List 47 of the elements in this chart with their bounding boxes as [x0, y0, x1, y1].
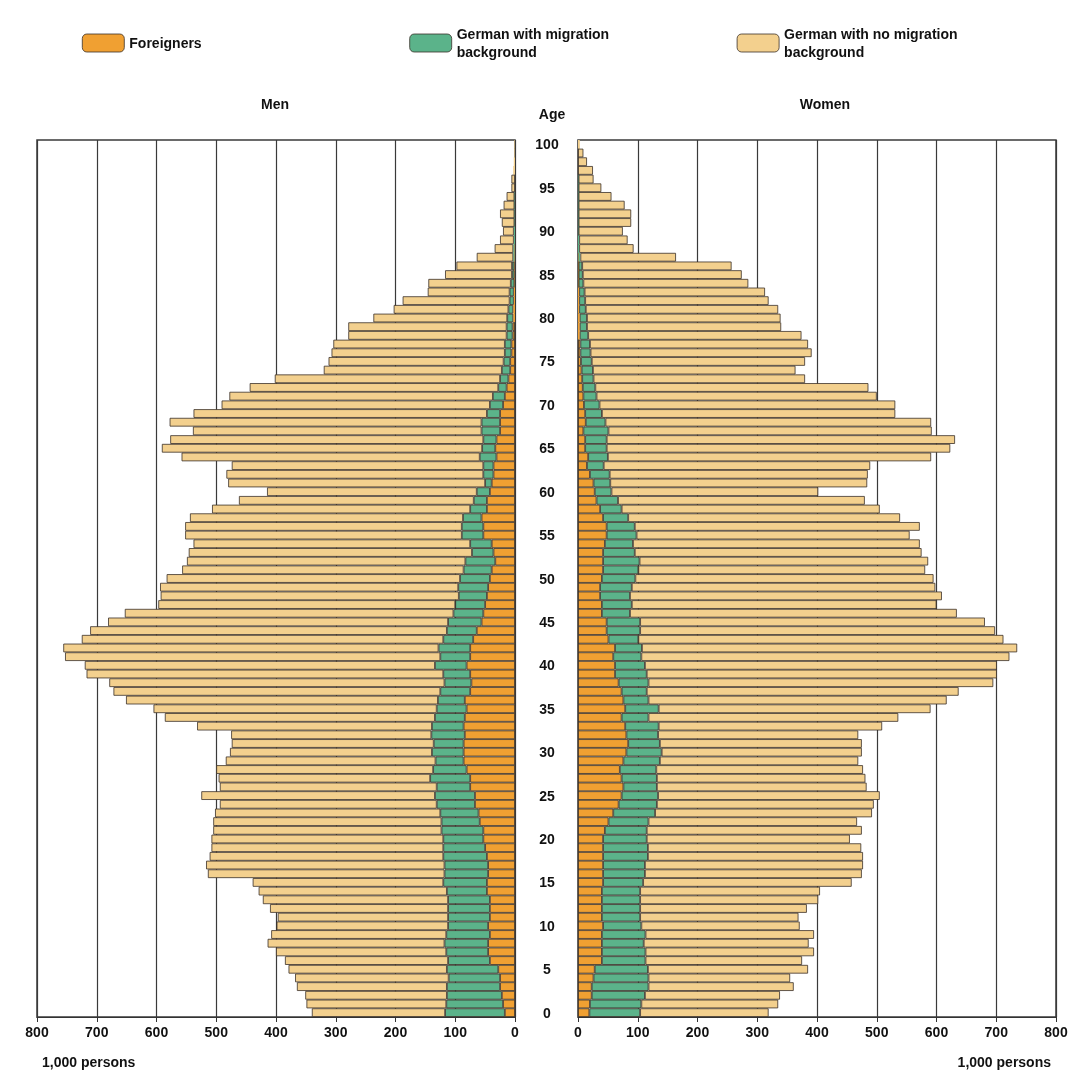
- y-tick-label: 30: [539, 744, 555, 761]
- x-axis-title: 1,000 persons: [957, 1054, 1052, 1070]
- x-tick-label: 600: [144, 1024, 169, 1040]
- y-tick-label: 25: [539, 787, 555, 804]
- y-tick-label: 90: [539, 223, 555, 240]
- x-tick-label: 400: [805, 1024, 829, 1040]
- y-tick-label: 40: [539, 657, 555, 674]
- x-tick-label: 200: [383, 1024, 408, 1040]
- x-tick-label: 500: [865, 1024, 889, 1040]
- y-tick-label: 50: [539, 570, 555, 587]
- x-tick-label: 0: [511, 1024, 520, 1040]
- y-tick-label: 15: [539, 874, 555, 891]
- y-tick-label: 55: [539, 527, 555, 544]
- x-tick-label: 0: [574, 1024, 583, 1040]
- y-tick-label: 85: [539, 266, 555, 283]
- legend-label: German with migration background: [456, 26, 614, 60]
- chart-title: Men: [261, 96, 289, 112]
- x-axis-title: 1,000 persons: [42, 1054, 136, 1070]
- x-tick-label: 400: [264, 1024, 288, 1040]
- y-tick-label: 35: [539, 700, 555, 717]
- chart-title: Women: [799, 96, 851, 112]
- x-tick-label: 600: [924, 1024, 949, 1040]
- x-tick-label: 800: [25, 1024, 49, 1040]
- y-tick-label: 65: [539, 440, 555, 457]
- legend-label: German with no migration background: [784, 26, 962, 60]
- y-tick-label: 75: [539, 353, 555, 370]
- x-tick-label: 100: [443, 1024, 468, 1040]
- y-tick-label: 10: [539, 917, 555, 934]
- y-tick-label: 0: [543, 1004, 552, 1021]
- x-tick-label: 200: [685, 1024, 710, 1040]
- y-tick-label: 70: [539, 396, 555, 413]
- y-tick-label: 95: [539, 179, 555, 196]
- y-tick-label: 5: [543, 961, 552, 978]
- x-tick-label: 700: [984, 1024, 1009, 1040]
- y-axis-title: Age: [538, 106, 566, 122]
- legend-label: Foreigners: [129, 35, 202, 51]
- y-tick-label: 45: [539, 613, 555, 630]
- y-tick-label: 60: [539, 483, 555, 500]
- x-tick-label: 800: [1044, 1024, 1068, 1040]
- x-tick-label: 300: [324, 1024, 348, 1040]
- y-tick-label: 80: [539, 310, 555, 327]
- x-tick-label: 100: [626, 1024, 650, 1040]
- x-tick-label: 500: [204, 1024, 229, 1040]
- y-tick-label: 20: [539, 830, 555, 847]
- x-tick-label: 700: [85, 1024, 109, 1040]
- x-tick-label: 300: [745, 1024, 770, 1040]
- y-tick-label: 100: [535, 136, 559, 153]
